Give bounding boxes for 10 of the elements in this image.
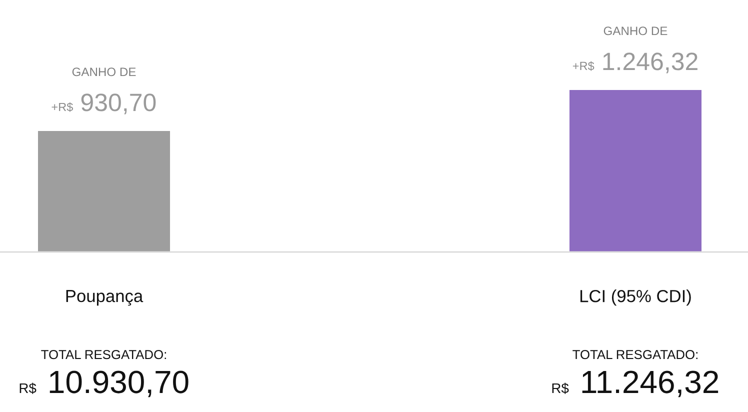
data-label: +R$ 1.246,32 — [572, 52, 698, 74]
text: GANHO DE — [72, 68, 136, 76]
text: TOTAL RESGATADO: — [41, 350, 166, 360]
data-label: +R$ 930,70 — [52, 94, 156, 114]
text: GANHO DE — [604, 26, 668, 36]
text: R$ 10.930,70 — [20, 370, 188, 398]
x-tick-label: LCI (95% CDI) — [580, 290, 691, 306]
text: TOTAL RESGATADO: — [572, 350, 698, 360]
text: R$ 11.246,32 — [552, 370, 718, 398]
x-tick-label: Poupança — [66, 290, 144, 306]
